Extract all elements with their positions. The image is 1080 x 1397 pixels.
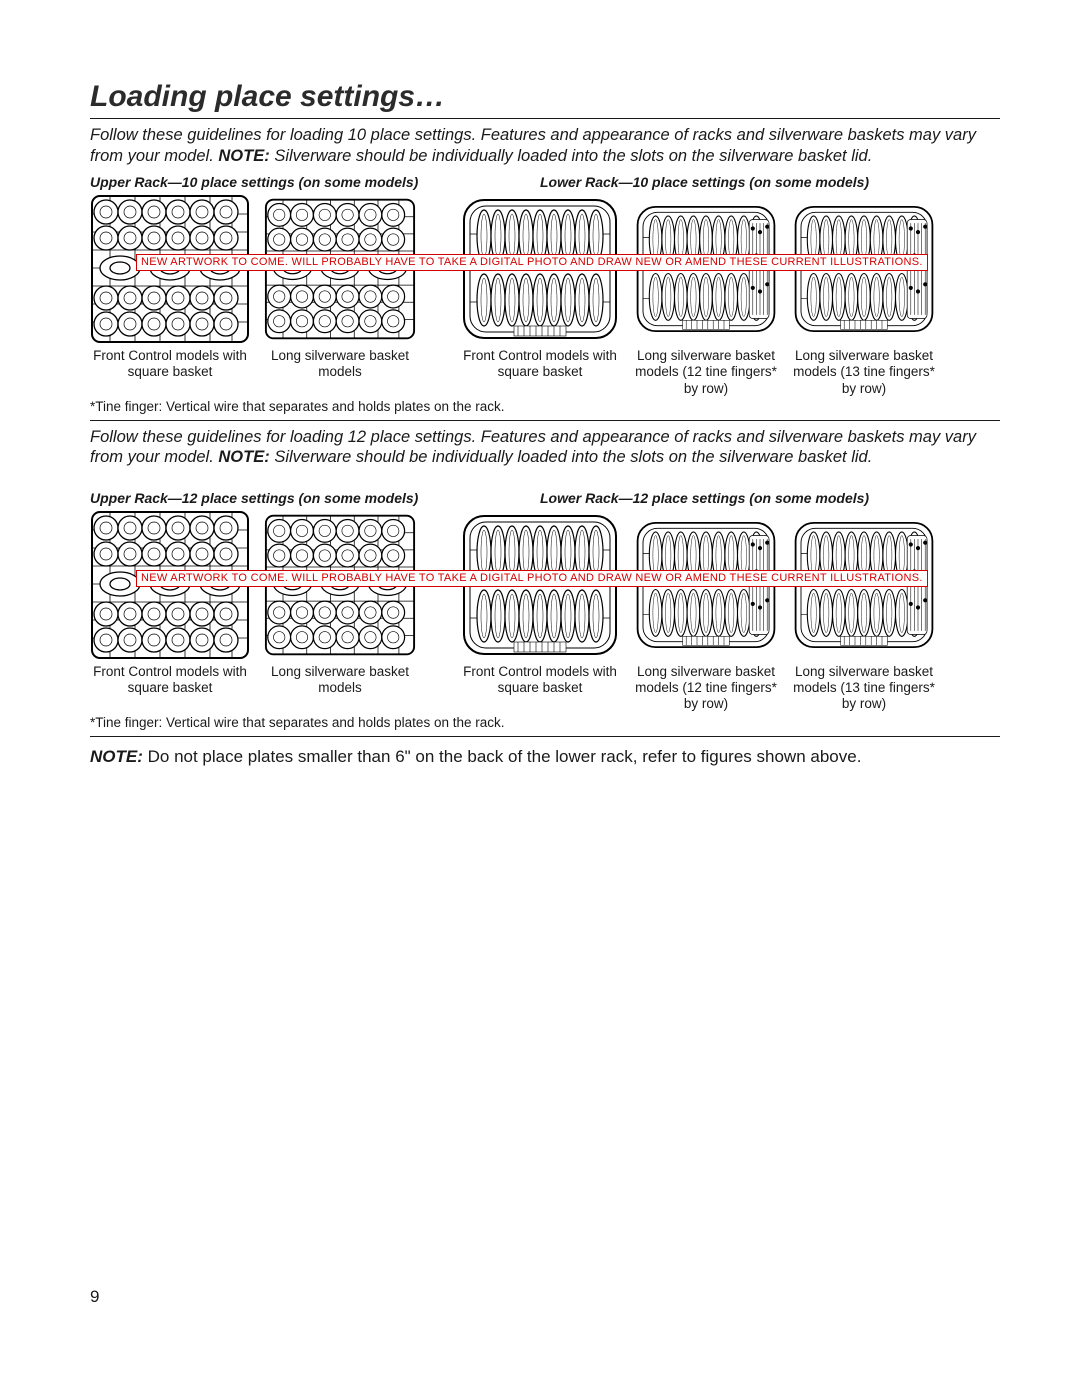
upper-rack-10-label: Upper Rack—10 place settings (on some mo… (90, 174, 490, 190)
lower-rack-10-label: Lower Rack—10 place settings (on some mo… (530, 174, 1000, 190)
caption-12-1: Front Control models with square basket (90, 664, 250, 713)
caption-12-4: Long silverware basket models (12 tine f… (634, 664, 778, 713)
intro-12-post: Silverware should be individually loaded… (274, 448, 872, 466)
captions-10: Front Control models with square basket … (90, 348, 1000, 397)
caption-12-2: Long silverware basket models (264, 664, 416, 713)
caption-10-1: Front Control models with square basket (90, 348, 250, 397)
diagram-strip-10: NEW ARTWORK TO COME. WILL PROBABLY HAVE … (90, 194, 1000, 344)
caption-12-5: Long silverware basket models (13 tine f… (792, 664, 936, 713)
footnote-10: *Tine finger: Vertical wire that separat… (90, 399, 1000, 414)
section-rule-1 (90, 420, 1000, 421)
caption-10-2: Long silverware basket models (264, 348, 416, 397)
final-note: NOTE: Do not place plates smaller than 6… (90, 747, 1000, 767)
section-rule-2 (90, 736, 1000, 737)
overlay-note-10: NEW ARTWORK TO COME. WILL PROBABLY HAVE … (136, 254, 928, 271)
intro-10: Follow these guidelines for loading 10 p… (90, 125, 1000, 166)
final-note-label: NOTE: (90, 747, 143, 766)
caption-10-4: Long silverware basket models (12 tine f… (634, 348, 778, 397)
overlay-note-12: NEW ARTWORK TO COME. WILL PROBABLY HAVE … (136, 570, 928, 587)
caption-10-3: Front Control models with square basket (460, 348, 620, 397)
captions-12: Front Control models with square basket … (90, 664, 1000, 713)
footnote-12: *Tine finger: Vertical wire that separat… (90, 715, 1000, 730)
caption-12-3: Front Control models with square basket (460, 664, 620, 713)
upper-rack-12-label: Upper Rack—12 place settings (on some mo… (90, 490, 490, 506)
intro-12-note-label: NOTE: (218, 448, 269, 466)
intro-10-note-label: NOTE: (218, 147, 269, 165)
final-note-text: Do not place plates smaller than 6" on t… (143, 747, 862, 766)
diagram-strip-12: NEW ARTWORK TO COME. WILL PROBABLY HAVE … (90, 510, 1000, 660)
title-rule (90, 118, 1000, 119)
caption-10-5: Long silverware basket models (13 tine f… (792, 348, 936, 397)
page-number: 9 (90, 1287, 99, 1307)
lower-rack-12-label: Lower Rack—12 place settings (on some mo… (530, 490, 1000, 506)
intro-12: Follow these guidelines for loading 12 p… (90, 427, 1000, 468)
intro-10-post: Silverware should be individually loaded… (274, 147, 872, 165)
page-title: Loading place settings… (90, 80, 1000, 114)
